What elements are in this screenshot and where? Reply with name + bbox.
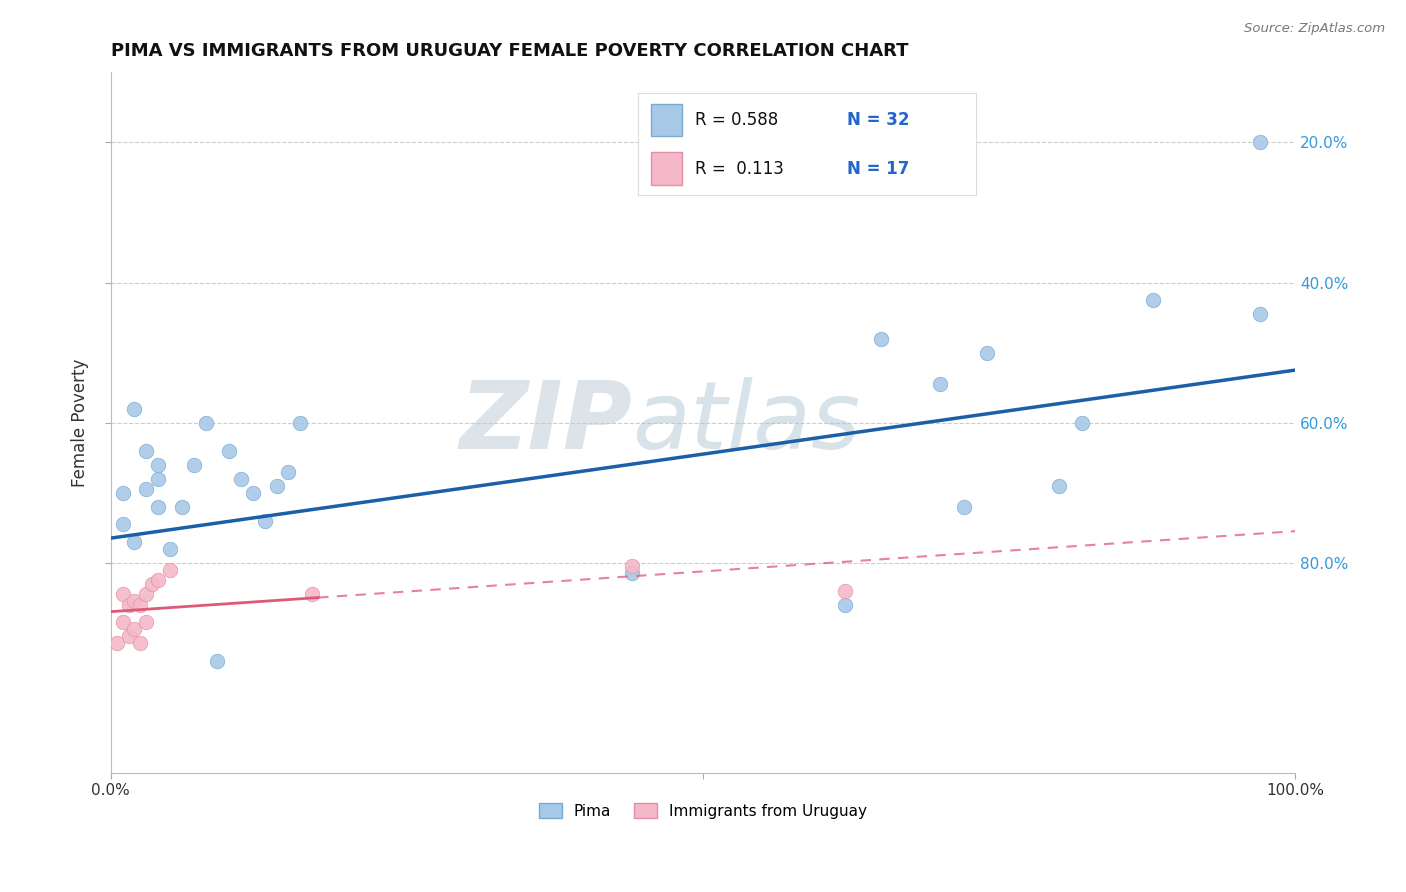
Point <box>1249 307 1271 321</box>
Point <box>146 458 169 472</box>
Point <box>159 563 181 577</box>
Point <box>207 654 229 668</box>
Point <box>1249 136 1271 150</box>
Point <box>976 345 998 359</box>
Point <box>621 559 644 574</box>
Point <box>111 517 134 532</box>
Point <box>183 458 205 472</box>
Point <box>1071 416 1094 430</box>
Point <box>124 594 146 608</box>
Point <box>1047 478 1070 492</box>
Point <box>117 629 139 643</box>
Point <box>124 622 146 636</box>
Y-axis label: Female Poverty: Female Poverty <box>72 359 89 487</box>
Point <box>111 485 134 500</box>
Point <box>105 636 128 650</box>
Point <box>301 587 323 601</box>
Text: ZIP: ZIP <box>460 376 633 468</box>
Point <box>135 482 157 496</box>
Point <box>277 465 299 479</box>
Point <box>952 500 974 514</box>
Point <box>129 598 152 612</box>
Point <box>621 566 644 581</box>
Text: atlas: atlas <box>633 377 860 468</box>
Point <box>242 485 264 500</box>
Point <box>117 598 139 612</box>
Point <box>129 636 152 650</box>
Point <box>266 478 288 492</box>
Point <box>170 500 193 514</box>
Point <box>135 615 157 630</box>
Point <box>1142 293 1164 307</box>
Point <box>834 583 856 598</box>
Point <box>135 587 157 601</box>
Point <box>146 472 169 486</box>
Point <box>159 541 181 556</box>
Point <box>124 401 146 416</box>
Point <box>834 598 856 612</box>
Point <box>229 472 252 486</box>
Text: Source: ZipAtlas.com: Source: ZipAtlas.com <box>1244 22 1385 36</box>
Point <box>146 573 169 587</box>
Point <box>135 443 157 458</box>
Point <box>146 500 169 514</box>
Point <box>253 514 276 528</box>
Text: PIMA VS IMMIGRANTS FROM URUGUAY FEMALE POVERTY CORRELATION CHART: PIMA VS IMMIGRANTS FROM URUGUAY FEMALE P… <box>111 42 908 60</box>
Point <box>111 587 134 601</box>
Point <box>124 534 146 549</box>
Point <box>218 443 240 458</box>
Point <box>290 416 312 430</box>
Point <box>929 377 952 392</box>
Point <box>194 416 217 430</box>
Point <box>111 615 134 630</box>
Legend: Pima, Immigrants from Uruguay: Pima, Immigrants from Uruguay <box>533 797 873 824</box>
Point <box>141 576 163 591</box>
Point <box>869 332 891 346</box>
